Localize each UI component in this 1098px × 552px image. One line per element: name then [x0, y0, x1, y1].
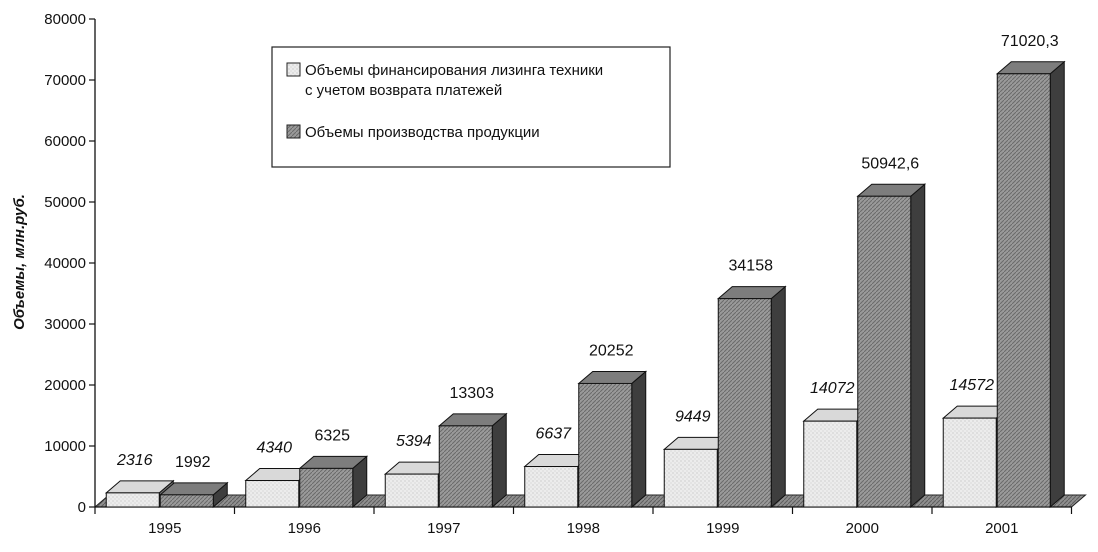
bar-leasing-1999-front — [663, 448, 718, 508]
data-label-production: 1992 — [175, 454, 211, 471]
data-label-production: 20252 — [589, 342, 634, 359]
x-tick-label: 2000 — [846, 520, 879, 537]
data-label-leasing: 2316 — [116, 452, 153, 469]
data-labels: 2316 1992 4340 6325 5394 13303 6637 20252 9449 34… — [116, 33, 1059, 471]
bar-production-1996-front — [299, 467, 354, 508]
y-tick-label: 10000 — [44, 438, 86, 455]
x-tick-label: 1999 — [706, 520, 739, 537]
legend-swatch-production — [286, 124, 301, 139]
x-tick-label: 2001 — [985, 520, 1018, 537]
bar-leasing-1997-front — [384, 473, 439, 508]
y-tick-label: 40000 — [44, 255, 86, 272]
y-tick-label: 80000 — [44, 11, 86, 28]
bar-production-2001-side — [1049, 60, 1065, 509]
bar-production-1997-front — [438, 425, 493, 508]
data-label-production: 50942,6 — [861, 155, 919, 172]
bar-production-1995 — [158, 481, 229, 509]
bar-leasing-1996-front — [245, 480, 300, 508]
bar-leasing-2000-front — [803, 420, 858, 508]
bar-production-2001-front — [996, 73, 1051, 508]
bar-production-1996 — [298, 455, 369, 509]
x-tick-label: 1997 — [427, 520, 460, 537]
legend-swatch-leasing — [286, 62, 301, 77]
data-label-production: 13303 — [450, 385, 495, 402]
x-tick-label: 1998 — [567, 520, 600, 537]
x-tick-label: 1995 — [148, 520, 181, 537]
y-tick-label: 20000 — [44, 377, 86, 394]
legend-label-leasing-line2: с учетом возврата платежей — [305, 82, 502, 99]
bar-leasing-1995-front — [105, 492, 160, 508]
data-label-leasing: 4340 — [256, 440, 292, 457]
y-axis-title: Объемы, млн.руб. — [11, 194, 28, 330]
data-label-leasing: 5394 — [396, 433, 432, 450]
bar-production-1998-side — [631, 370, 647, 509]
bar-production-1999 — [716, 285, 787, 509]
bar-production-2001 — [995, 60, 1066, 509]
data-label-leasing: 14572 — [950, 377, 995, 394]
y-tick-label: 70000 — [44, 72, 86, 89]
data-label-production: 34158 — [729, 258, 774, 275]
y-tick-label: 30000 — [44, 316, 86, 333]
y-tick-label: 60000 — [44, 133, 86, 150]
bar-production-1999-front — [717, 298, 772, 508]
data-label-production: 6325 — [314, 427, 350, 444]
x-tick-label: 1996 — [288, 520, 321, 537]
bar-production-2000 — [856, 183, 927, 509]
bar-production-1998-front — [578, 382, 633, 508]
data-label-production: 71020,3 — [1001, 33, 1059, 50]
data-label-leasing: 9449 — [675, 408, 711, 425]
legend-label-leasing-line1: Объемы финансирования лизинга техники — [305, 62, 603, 79]
data-label-leasing: 14072 — [810, 380, 855, 397]
bar-production-1997 — [437, 412, 508, 509]
bar-production-1997-side — [491, 412, 507, 509]
bar-leasing-1998-front — [524, 466, 579, 508]
bar-production-1998 — [577, 370, 648, 509]
bar-production-1999-side — [770, 285, 786, 509]
y-tick-label: 0 — [78, 499, 86, 516]
bars — [104, 60, 1066, 509]
legend: Объемы финансирования лизинга техники с … — [271, 46, 671, 168]
bar-leasing-2001-front — [942, 417, 997, 508]
legend-box — [271, 46, 671, 168]
y-tick-label: 50000 — [44, 194, 86, 211]
bar-production-2000-front — [857, 195, 912, 508]
data-label-leasing: 6637 — [535, 426, 572, 443]
bar-production-1995-front — [159, 494, 214, 508]
legend-label-production: Объемы производства продукции — [305, 124, 540, 141]
bar-production-2000-side — [910, 183, 926, 509]
